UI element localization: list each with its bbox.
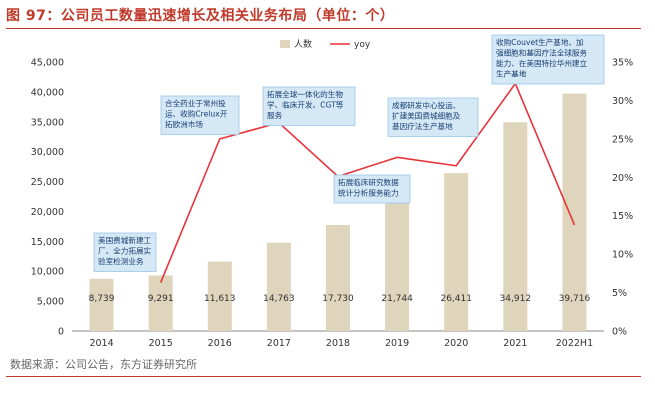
bar-value-label: 34,912 xyxy=(500,294,532,304)
annotation-text: 拓欧洲市场 xyxy=(165,119,203,129)
y-right-tick-label: 30% xyxy=(612,96,633,107)
legend-swatch-bar xyxy=(280,40,290,48)
bar-value-label: 26,411 xyxy=(440,294,472,304)
y-right-tick-label: 10% xyxy=(612,250,633,261)
annotation-text: 扩建美国费城细胞及 xyxy=(392,111,461,121)
y-left-tick-label: 40,000 xyxy=(31,87,64,98)
x-tick-label: 2020 xyxy=(444,338,468,349)
bar xyxy=(207,261,232,331)
y-left-tick-label: 0 xyxy=(58,327,64,338)
bar-value-label: 14,763 xyxy=(263,294,295,304)
chart-title: 图 97：公司员工数量迅速增长及相关业务布局（单位：个） xyxy=(6,8,395,24)
bar-value-label: 11,613 xyxy=(204,294,236,304)
annotation-text: 拓展临床研究数据 xyxy=(338,177,399,187)
annotation-box xyxy=(262,86,356,126)
x-tick-label: 2017 xyxy=(267,338,291,349)
annotation-text: 成都研发中心投运、 xyxy=(392,100,460,110)
source-note: 数据来源：公司公告，东方证券研究所 xyxy=(10,358,197,371)
annotation-box xyxy=(333,174,411,204)
annotation-text: 能力、在美国特拉华州建立 xyxy=(496,58,588,68)
annotation-box xyxy=(93,232,157,272)
bar xyxy=(385,201,410,331)
y-right-tick-label: 20% xyxy=(612,173,633,184)
annotation-text: 基因疗法生产基地 xyxy=(392,121,453,131)
x-tick-label: 2022H1 xyxy=(556,338,593,349)
y-left-tick-label: 10,000 xyxy=(31,267,64,278)
x-tick-label: 2015 xyxy=(149,338,173,349)
annotation-box xyxy=(160,95,240,135)
bar xyxy=(326,225,350,331)
y-left-tick-label: 20,000 xyxy=(31,207,64,218)
annotation-box xyxy=(491,34,605,85)
yoy-line xyxy=(159,81,576,283)
bottom-rule xyxy=(6,376,641,377)
y-right-tick-label: 25% xyxy=(612,134,633,145)
x-tick-label: 2016 xyxy=(208,338,232,349)
annotation-text: 拓展全球一体化的生物 xyxy=(267,89,343,99)
annotation-text: 美国费城新建工 xyxy=(98,235,152,245)
bar-value-label: 21,744 xyxy=(381,294,413,304)
annotation-box xyxy=(387,97,479,137)
annotation-text: 服务 xyxy=(267,110,283,120)
y-left-tick-label: 45,000 xyxy=(31,58,64,69)
annotation-text: 验室检测业务 xyxy=(98,256,144,266)
x-tick-label: 2019 xyxy=(385,338,409,349)
y-right-tick-label: 35% xyxy=(612,58,633,69)
bar xyxy=(444,173,469,331)
bar xyxy=(266,242,291,331)
bar-value-label: 8,739 xyxy=(89,294,115,304)
legend-label-bar: 人数 xyxy=(294,38,312,50)
y-left-tick-label: 5,000 xyxy=(37,297,64,308)
bar-value-label: 39,716 xyxy=(559,294,591,304)
title-rule xyxy=(6,28,641,29)
bar xyxy=(562,93,587,331)
bar xyxy=(503,122,528,331)
y-right-tick-label: 0% xyxy=(612,327,627,338)
y-right-tick-label: 15% xyxy=(612,211,633,222)
annotation-text: 学、临床开发、CGT等 xyxy=(267,100,344,110)
annotation-text: 统计分析服务能力 xyxy=(338,188,399,198)
annotation-text: 合全药业于常州投 xyxy=(165,98,226,108)
x-tick-label: 2018 xyxy=(326,338,350,349)
annotation-text: 运、收购Crelux开 xyxy=(165,109,228,119)
annotation-text: 生产基地 xyxy=(496,69,527,79)
annotation-text: 强细胞和基因疗法全球服务 xyxy=(496,48,588,58)
legend-label-line: yoy xyxy=(354,40,371,50)
annotation-text: 厂、全力拓展实 xyxy=(98,246,152,256)
x-tick-label: 2021 xyxy=(503,338,527,349)
y-left-tick-label: 15,000 xyxy=(31,237,64,248)
bar-value-label: 9,291 xyxy=(148,294,174,304)
bar xyxy=(148,275,173,331)
y-right-tick-label: 5% xyxy=(612,288,627,299)
y-left-tick-label: 25,000 xyxy=(31,177,64,188)
bar xyxy=(89,278,114,331)
x-tick-label: 2014 xyxy=(89,338,113,349)
y-left-tick-label: 35,000 xyxy=(31,117,64,128)
annotation-text: 收购Couvet生产基地、加 xyxy=(496,37,584,47)
y-left-tick-label: 30,000 xyxy=(31,147,64,158)
bar-value-label: 17,730 xyxy=(322,294,354,304)
